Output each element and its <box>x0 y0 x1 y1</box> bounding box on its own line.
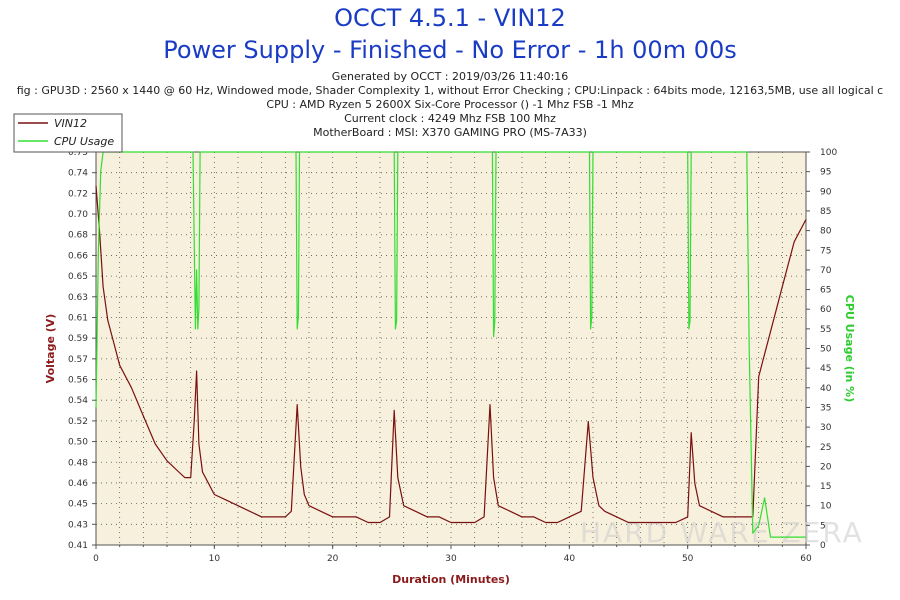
right-tick-label: 25 <box>820 443 831 453</box>
right-tick-label: 80 <box>820 227 832 237</box>
left-tick-label: 0.54 <box>68 396 88 406</box>
left-tick-label: 0.56 <box>68 376 88 386</box>
chart-title: OCCT 4.5.1 - VIN12 <box>334 4 566 32</box>
left-tick-label: 0.59 <box>68 334 88 344</box>
left-tick-label: 0.46 <box>68 479 88 489</box>
left-tick-label: 0.63 <box>68 293 88 303</box>
series-line-cpu-usage <box>95 151 806 538</box>
x-tick-label: 50 <box>682 554 694 564</box>
right-axis-ticks: 0 5 10 15 20 25 30 35 40 45 50 55 60 65 70 75 80 85 90 95 10… <box>806 148 837 551</box>
right-tick-label: 60 <box>820 305 832 315</box>
info-line-cpu: CPU : AMD Ryzen 5 2600X Six-Core Process… <box>266 98 634 111</box>
right-tick-label: 95 <box>820 168 831 178</box>
left-tick-label: 0.61 <box>68 313 88 323</box>
chart-subtitle: Power Supply - Finished - No Error - 1h … <box>163 36 737 64</box>
legend-label-cpu-usage: CPU Usage <box>54 135 114 148</box>
info-line-generated: Generated by OCCT : 2019/03/26 11:40:16 <box>331 70 569 83</box>
x-tick-label: 20 <box>327 554 339 564</box>
info-line-config: fig : GPU3D : 2560 x 1440 @ 60 Hz, Windo… <box>16 84 884 97</box>
left-tick-label: 0.66 <box>68 251 88 261</box>
right-tick-label: 65 <box>820 286 831 296</box>
right-tick-label: 50 <box>820 345 832 355</box>
right-tick-label: 85 <box>820 207 831 217</box>
right-tick-label: 15 <box>820 482 831 492</box>
grid <box>96 151 806 546</box>
right-tick-label: 30 <box>820 423 832 433</box>
left-tick-label: 0.41 <box>68 541 88 551</box>
left-tick-label: 0.65 <box>68 272 88 282</box>
left-tick-label: 0.75 <box>68 148 88 158</box>
right-tick-label: 35 <box>820 403 831 413</box>
left-axis-ticks: 0.41 0.43 0.45 0.46 0.48 0.50 0.52 0.54 0.56 0.57… <box>68 148 96 551</box>
right-tick-label: 0 <box>820 541 826 551</box>
left-tick-label: 0.52 <box>68 417 88 427</box>
left-tick-label: 0.50 <box>68 438 88 448</box>
right-tick-label: 70 <box>820 266 832 276</box>
right-tick-label: 90 <box>820 187 832 197</box>
x-tick-label: 10 <box>209 554 221 564</box>
left-tick-label: 0.48 <box>68 458 88 468</box>
info-line-clock: Current clock : 4249 Mhz FSB 100 Mhz <box>344 112 556 125</box>
x-tick-label: 40 <box>564 554 576 564</box>
x-axis-ticks: 0 10 20 30 40 50 60 <box>93 545 812 564</box>
series-line-vin12 <box>95 185 807 524</box>
right-tick-label: 75 <box>820 246 831 256</box>
legend-box <box>13 113 123 153</box>
left-tick-label: 0.72 <box>68 189 88 199</box>
right-tick-label: 55 <box>820 325 831 335</box>
info-line-motherboard: MotherBoard : MSI: X370 GAMING PRO (MS-7… <box>313 126 587 139</box>
y-axis-label-right: CPU Usage (in %) <box>843 295 856 402</box>
legend-label-vin12: VIN12 <box>54 117 87 130</box>
series-layer <box>95 151 807 538</box>
right-tick-label: 10 <box>820 502 832 512</box>
x-tick-label: 60 <box>800 554 812 564</box>
y-axis-label-left: Voltage (V) <box>44 314 57 384</box>
left-tick-label: 0.57 <box>68 355 88 365</box>
left-tick-label: 0.70 <box>68 210 88 220</box>
right-tick-label: 45 <box>820 364 831 374</box>
right-tick-label: 100 <box>820 148 837 158</box>
left-tick-label: 0.43 <box>68 520 88 530</box>
legend: VIN12 CPU Usage <box>13 113 123 153</box>
plot-area <box>95 151 807 546</box>
x-axis-label: Duration (Minutes) <box>392 573 510 586</box>
right-tick-label: 20 <box>820 462 832 472</box>
left-tick-label: 0.68 <box>68 231 88 241</box>
x-tick-label: 0 <box>93 554 99 564</box>
right-tick-label: 40 <box>820 384 832 394</box>
left-tick-label: 0.74 <box>68 169 88 179</box>
x-tick-label: 30 <box>445 554 457 564</box>
right-tick-label: 5 <box>820 521 826 531</box>
left-tick-label: 0.45 <box>68 500 88 510</box>
